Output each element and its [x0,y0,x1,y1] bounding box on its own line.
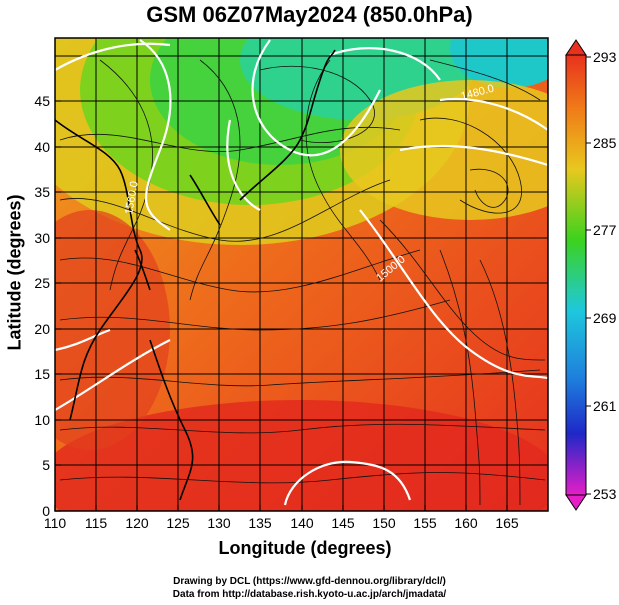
colorbar-label: 285 [593,135,617,151]
geopotential-contours [55,39,548,506]
x-tick-label: 140 [290,515,314,531]
y-axis-label: Latitude (degrees) [4,194,25,351]
credit-data: Data from http://database.rish.kyoto-u.a… [172,589,447,600]
y-tick-label: 25 [34,275,50,291]
y-tick-label: 30 [34,230,50,246]
y-tick-label: 5 [42,457,50,473]
y-tick-label: 45 [34,93,50,109]
lat-lon-grid [55,38,548,511]
x-tick-label: 155 [413,515,437,531]
temperature-field: 1560.0 1480.0 1500.0 [55,38,548,511]
x-tick-label: 120 [125,515,149,531]
colorbar-label: 293 [593,49,617,65]
y-tick-label: 40 [34,139,50,155]
colorbar-label: 269 [593,310,617,326]
x-tick-label: 150 [372,515,396,531]
x-tick-label: 135 [248,515,272,531]
x-tick-label: 115 [85,515,108,531]
y-tick-label: 10 [34,412,50,428]
x-tick-label: 110 [44,515,67,531]
y-tick-label: 35 [34,184,50,200]
colorbar-label: 277 [593,222,617,238]
x-tick-label: 160 [454,515,478,531]
x-tick-label: 125 [166,515,190,531]
contour-label-1: 1560.0 [123,180,141,215]
colorbar: 293 285 277 269 261 253 [565,39,617,511]
y-tick-label: 0 [42,503,50,519]
x-tick-label: 130 [207,515,231,531]
x-axis-label: Longitude (degrees) [218,538,392,558]
x-tick-label: 165 [495,515,519,531]
page-title: GSM 06Z07May2024 (850.0hPa) [146,2,473,27]
colorbar-label: 253 [593,486,617,502]
y-tick-label: 15 [34,366,50,382]
coastlines [55,49,336,501]
y-tick-label: 20 [34,321,50,337]
y-tick-marks [55,100,61,512]
x-tick-label: 145 [331,515,355,531]
wind-streamlines [59,59,546,506]
colorbar-label: 261 [593,398,617,414]
credit-drawing: Drawing by DCL (https://www.gfd-dennou.o… [173,576,446,587]
x-tick-marks [54,505,508,511]
